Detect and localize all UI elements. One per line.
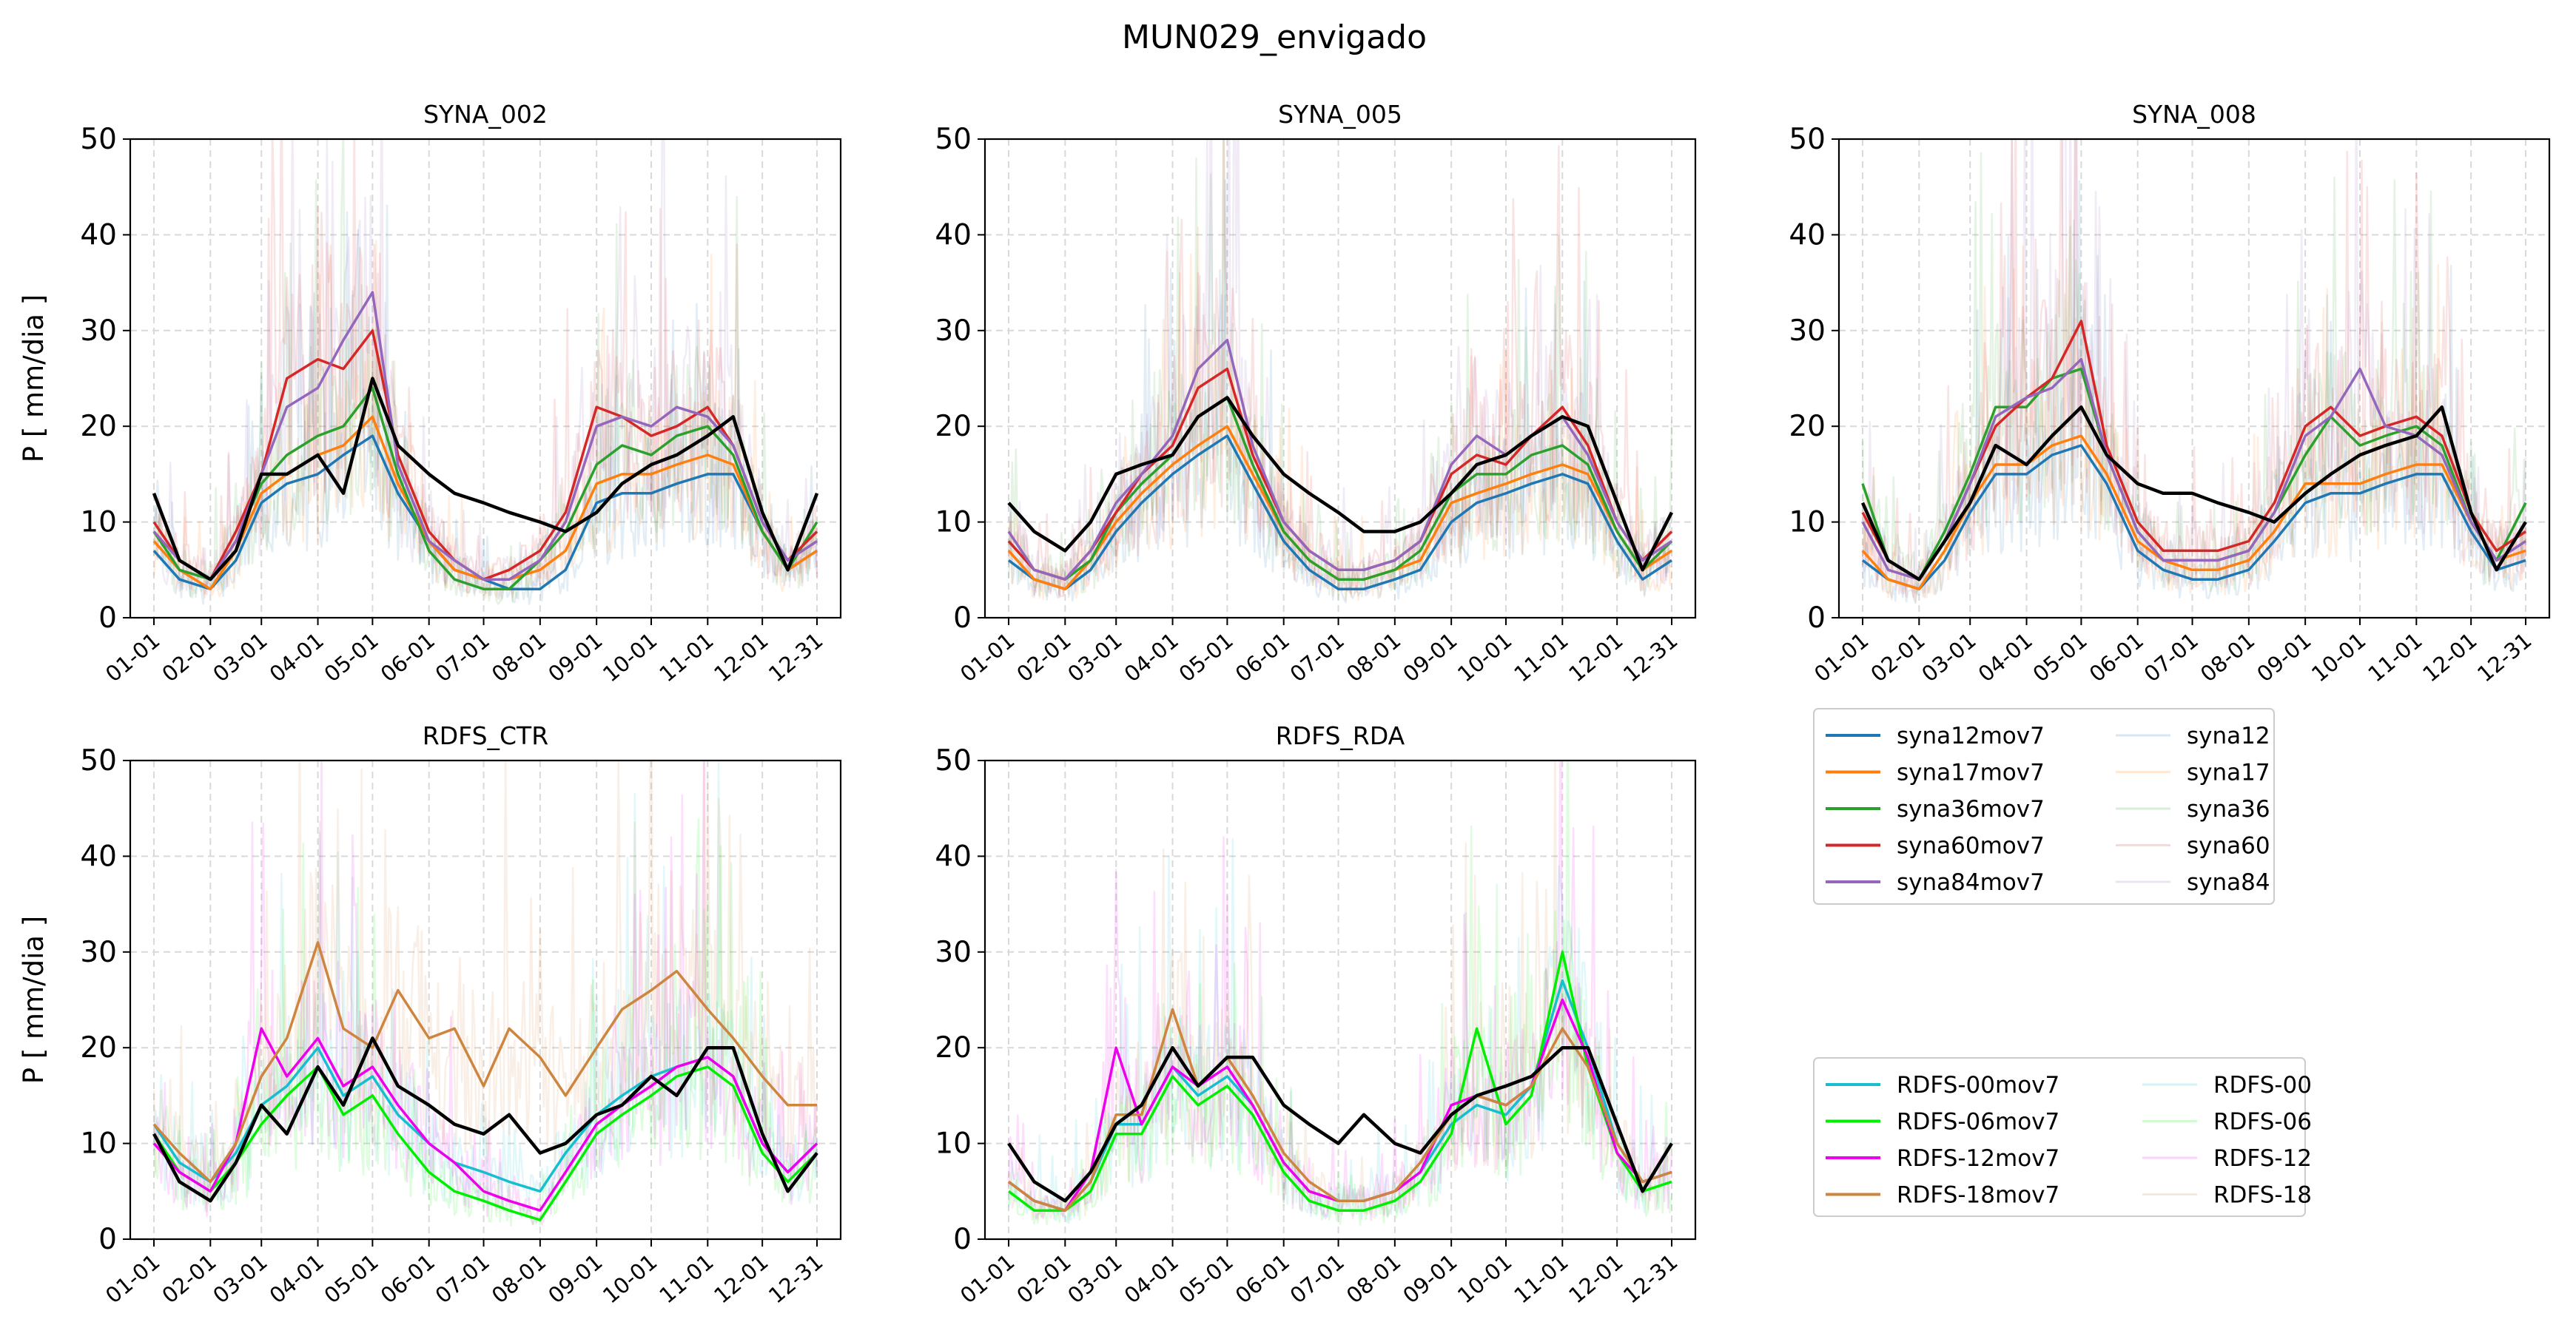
legend-label: syna36	[2187, 796, 2270, 823]
y-tick-label: 50	[80, 744, 117, 778]
raw-line	[152, 818, 818, 1227]
y-tick-label: 10	[935, 506, 972, 539]
plot-area	[152, 761, 818, 1227]
legend-label: RDFS-06	[2213, 1109, 2312, 1136]
panel-title: RDFS_RDA	[1276, 721, 1405, 750]
series-line-rdfs-18mov7	[1007, 1008, 1672, 1212]
series-line-rdfs-12mov7	[152, 1027, 818, 1212]
legend-label: syna12	[2187, 723, 2270, 749]
raw-line	[1007, 226, 1673, 601]
y-tick-label: 20	[935, 1031, 972, 1065]
raw-line	[1007, 139, 1673, 601]
legend-label: syna84mov7	[1897, 869, 2045, 896]
raw-line	[1861, 209, 2527, 604]
axes-frame	[1837, 138, 2551, 619]
raw-line	[1861, 180, 2527, 604]
legend-label: syna12mov7	[1897, 723, 2045, 749]
plot-area	[1007, 761, 1673, 1227]
figure-title: MUN029_envigado	[1122, 18, 1427, 56]
y-tick-label: 40	[1789, 218, 1826, 252]
y-tick-label: 0	[953, 1223, 972, 1256]
series-line-rdfs-06mov7	[152, 1065, 818, 1221]
raw-line	[152, 240, 818, 601]
y-tick-label: 40	[935, 840, 972, 873]
y-tick-label: 30	[935, 936, 972, 969]
y-axis-label: P [ mm/dia ]	[18, 294, 50, 462]
y-tick-label: 20	[80, 410, 117, 443]
raw-line	[152, 761, 818, 1226]
y-tick-label: 40	[80, 840, 117, 873]
legend-label: RDFS-18	[2213, 1182, 2312, 1209]
y-tick-label: 30	[80, 314, 117, 348]
legend-frame	[1813, 708, 2275, 905]
y-tick-label: 10	[80, 1127, 117, 1161]
panel-title: SYNA_002	[423, 100, 548, 129]
plot-area	[152, 139, 819, 606]
y-tick-label: 10	[80, 506, 117, 539]
y-tick-label: 20	[1789, 410, 1826, 443]
series-line-syna36mov7	[152, 386, 818, 590]
series-line-rdfs-18mov7	[152, 941, 817, 1184]
y-tick-label: 30	[80, 936, 117, 969]
legend-label: syna36mov7	[1897, 796, 2045, 823]
series-line-observed	[1007, 396, 1674, 572]
legend-label: RDFS-00mov7	[1897, 1072, 2059, 1099]
raw-line	[1007, 761, 1673, 1221]
plot-area	[1007, 139, 1674, 604]
legend-label: syna60mov7	[1897, 833, 2045, 860]
legend-label: RDFS-12mov7	[1897, 1145, 2059, 1172]
raw-line	[1861, 139, 2527, 596]
y-tick-label: 50	[935, 744, 972, 778]
y-axis-label: P [ mm/dia ]	[18, 916, 50, 1084]
legend-label: syna60	[2187, 833, 2270, 860]
series-line-observed	[1007, 1045, 1673, 1203]
legend-label: RDFS-18mov7	[1897, 1182, 2059, 1209]
series-line-observed	[152, 1036, 818, 1203]
y-tick-label: 20	[80, 1031, 117, 1065]
raw-line	[152, 761, 818, 1213]
panel-title: SYNA_008	[2132, 100, 2256, 129]
legend-syna: syna12mov7 syna17mov7 syna36mov7 syna60mov7…	[1813, 708, 2275, 905]
y-tick-label: 30	[1789, 314, 1826, 348]
y-tick-label: 0	[953, 601, 972, 635]
raw-line	[1007, 761, 1673, 1221]
panel-title: RDFS_CTR	[423, 721, 548, 750]
legend-label: syna17	[2187, 760, 2270, 786]
y-tick-label: 10	[935, 1127, 972, 1161]
y-tick-label: 50	[935, 123, 972, 156]
series-line-syna12mov7	[1007, 434, 1672, 590]
panel-title: SYNA_005	[1278, 100, 1402, 129]
raw-line	[1007, 139, 1672, 598]
raw-line	[1861, 139, 2527, 598]
y-tick-label: 40	[80, 218, 117, 252]
raw-line	[1861, 152, 2527, 595]
axes-frame	[983, 759, 1697, 1241]
y-tick-label: 30	[935, 314, 972, 348]
y-tick-label: 50	[1789, 123, 1826, 156]
legend-label: RDFS-00	[2213, 1072, 2312, 1099]
legend-label: RDFS-06mov7	[1897, 1109, 2059, 1136]
y-tick-label: 20	[935, 410, 972, 443]
legend-label: syna84	[2187, 869, 2270, 896]
y-tick-label: 10	[1789, 506, 1826, 539]
axes-frame	[129, 138, 842, 619]
series-line-syna12mov7	[1861, 444, 2526, 590]
y-tick-label: 50	[80, 123, 117, 156]
plot-area	[1860, 139, 2527, 604]
y-tick-label: 0	[98, 1223, 117, 1256]
axes-frame	[129, 759, 842, 1241]
y-tick-label: 40	[935, 218, 972, 252]
y-tick-label: 0	[98, 601, 117, 635]
legend-label: syna17mov7	[1897, 760, 2045, 786]
legend-frame	[1813, 1057, 2306, 1217]
series-line-observed	[152, 377, 819, 581]
legend-label: RDFS-12	[2213, 1145, 2312, 1172]
legend-rdfs: RDFS-00mov7 RDFS-06mov7 RDFS-12mov7 RDFS-18…	[1813, 1057, 2312, 1217]
axes-frame	[983, 138, 1697, 619]
y-tick-label: 0	[1807, 601, 1826, 635]
raw-line	[1007, 838, 1673, 1224]
series-line-rdfs-06mov7	[1007, 951, 1672, 1212]
series-line-observed	[1860, 405, 2527, 581]
